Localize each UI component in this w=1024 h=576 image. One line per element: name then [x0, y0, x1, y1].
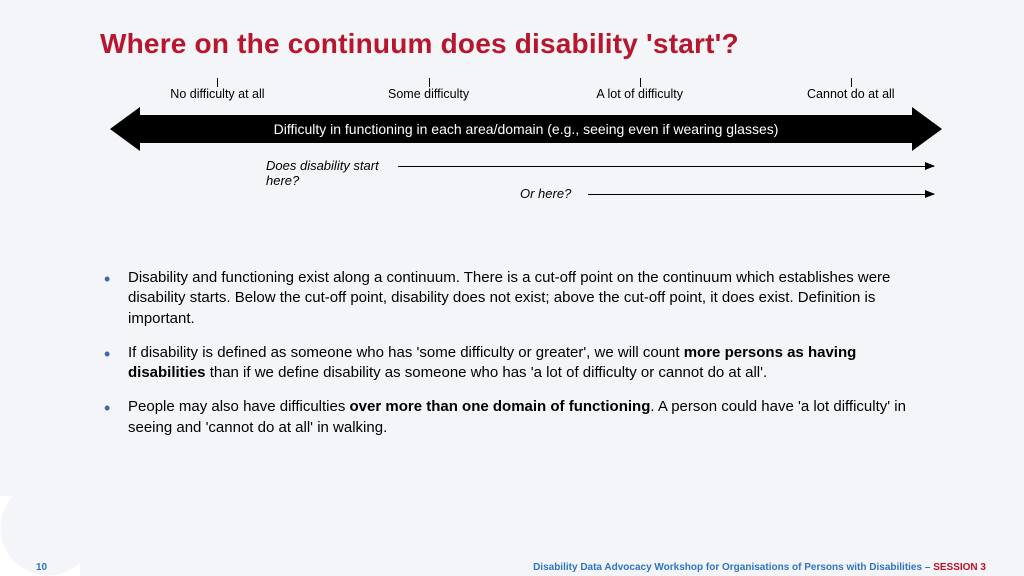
page-number: 10	[36, 562, 47, 573]
thin-arrow-icon	[588, 194, 934, 195]
thin-arrow-icon	[398, 166, 934, 167]
bullet-item: People may also have difficulties over m…	[98, 397, 926, 438]
continuum-diagram: No difficulty at all Some difficulty A l…	[120, 115, 932, 185]
question-text-1: Does disability start here?	[266, 158, 386, 188]
bullet-text: Disability and functioning exist along a…	[128, 269, 890, 327]
slide-title: Where on the continuum does disability '…	[100, 28, 960, 60]
scale-label-some: Some difficulty	[388, 87, 469, 101]
bullet-text-pre: People may also have difficulties	[128, 398, 350, 415]
footer-text: Disability Data Advocacy Workshop for Or…	[533, 562, 986, 573]
footer-title: Disability Data Advocacy Workshop for Or…	[533, 562, 933, 573]
continuum-bar-text: Difficulty in functioning in each area/d…	[140, 115, 912, 143]
bullet-text-pre: If disability is defined as someone who …	[128, 344, 684, 361]
question-text-2: Or here?	[520, 186, 571, 201]
bullet-item: If disability is defined as someone who …	[98, 343, 926, 384]
arrow-right-icon	[912, 107, 942, 151]
arrow-left-icon	[110, 107, 140, 151]
bullet-list: Disability and functioning exist along a…	[98, 268, 926, 452]
bullet-text-post: than if we define disability as someone …	[206, 364, 768, 381]
tick-icon	[429, 78, 430, 87]
bullet-text-bold: over more than one domain of functioning	[350, 398, 651, 415]
bullet-item: Disability and functioning exist along a…	[98, 268, 926, 329]
scale-label-none: No difficulty at all	[170, 87, 264, 101]
scale-label-alot: A lot of difficulty	[596, 87, 683, 101]
tick-icon	[640, 78, 641, 87]
slide: Where on the continuum does disability '…	[0, 0, 1024, 576]
tick-icon	[217, 78, 218, 87]
tick-icon	[851, 78, 852, 87]
scale-label-cannot: Cannot do at all	[807, 87, 895, 101]
footer-session: SESSION 3	[933, 562, 986, 573]
